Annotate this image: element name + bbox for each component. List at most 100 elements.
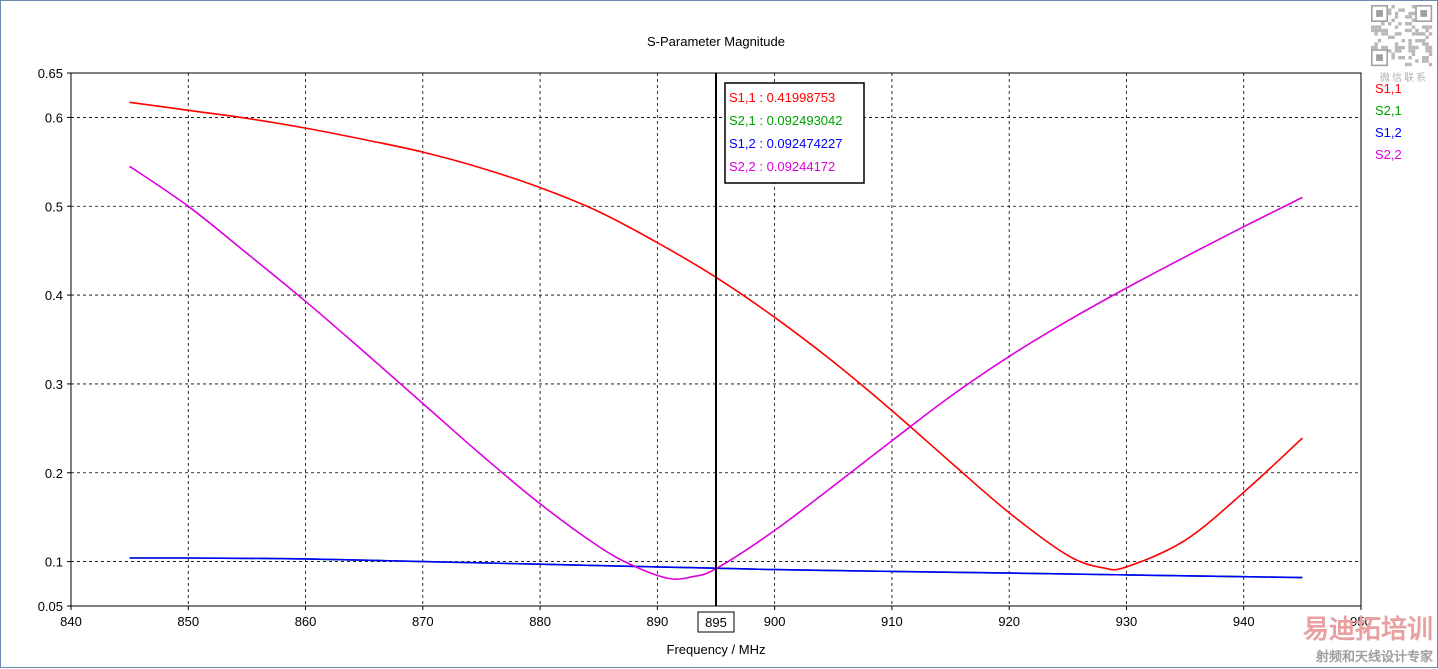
y-tick-label: 0.1 xyxy=(45,555,63,570)
qr-cell xyxy=(1398,49,1402,53)
x-tick-label: 930 xyxy=(1116,614,1138,629)
qr-cell xyxy=(1398,32,1402,36)
qr-cell xyxy=(1398,45,1402,50)
qr-cell xyxy=(1405,62,1409,67)
y-tick-label: 0.4 xyxy=(45,288,63,303)
qr-finder xyxy=(1371,49,1389,67)
qr-cell xyxy=(1418,32,1422,36)
qr-cell xyxy=(1411,45,1416,50)
qr-cell xyxy=(1425,45,1429,50)
qr-cell xyxy=(1428,62,1433,67)
qr-cell xyxy=(1422,32,1426,36)
qr-cell xyxy=(1394,32,1399,36)
x-axis-label: Frequency / MHz xyxy=(667,642,766,657)
qr-cell xyxy=(1391,35,1395,39)
qr-cell xyxy=(1381,32,1385,36)
qr-cell xyxy=(1394,49,1399,53)
x-tick-labels: 840 850 860 870 880 890 900 910 920 930 940 950 xyxy=(60,606,1372,629)
y-tick-labels: 0.05 0.1 0.2 0.3 0.4 0.5 0.6 0.65 xyxy=(38,66,71,614)
qr-cell xyxy=(1374,45,1378,50)
marker-layer[interactable]: 895 S1,1 : 0.41998753 S2,1 : 0.092493042 S1… xyxy=(697,73,865,633)
qr-cell xyxy=(1401,45,1405,50)
qr-cell xyxy=(1388,49,1392,53)
legend-entry-S2-2: S2,2 xyxy=(1375,147,1402,162)
qr-cell xyxy=(1371,28,1375,33)
qr-cell xyxy=(1415,32,1419,36)
qr-cell xyxy=(1391,18,1395,22)
qr-finder-dot xyxy=(1376,10,1383,17)
qr-cell xyxy=(1411,18,1416,22)
qr-finder-dot xyxy=(1376,54,1383,62)
qr-cell xyxy=(1422,42,1426,46)
qr-cell xyxy=(1408,11,1412,16)
qr-cell xyxy=(1428,49,1433,53)
marker-readout-box xyxy=(724,82,865,184)
qr-cell xyxy=(1401,56,1405,60)
x-tick-label: 890 xyxy=(647,614,669,629)
qr-cell xyxy=(1408,56,1412,60)
qr-cell xyxy=(1428,32,1433,36)
qr-cell xyxy=(1415,45,1419,50)
series-line-S2-2 xyxy=(129,165,1303,580)
marker-x-box xyxy=(697,611,735,633)
qr-cell xyxy=(1422,56,1426,60)
qr-cell xyxy=(1425,28,1429,33)
qr-cell xyxy=(1428,52,1433,56)
marker-readout-S1-1: S1,1 : 0.41998753 xyxy=(729,90,835,105)
qr-cell xyxy=(1422,59,1426,63)
qr-cell xyxy=(1401,8,1405,12)
qr-cell xyxy=(1415,39,1419,43)
qr-cell xyxy=(1405,15,1409,19)
qr-cell xyxy=(1408,39,1412,43)
qr-cell xyxy=(1398,56,1402,60)
qr-cell xyxy=(1408,15,1412,19)
watermark-brand: 易迪拓培训 xyxy=(1303,615,1433,645)
qr-cell xyxy=(1408,49,1412,53)
marker-readout-S2-2: S2,2 : 0.09244172 xyxy=(729,159,835,174)
qr-cell xyxy=(1374,25,1378,29)
qr-cell xyxy=(1391,52,1395,56)
x-tick-label: 840 xyxy=(60,614,82,629)
qr-cell xyxy=(1388,35,1392,39)
marker-readout-S1-2: S1,2 : 0.092474227 xyxy=(729,136,843,151)
qr-cell xyxy=(1422,25,1426,29)
qr-cell xyxy=(1411,32,1416,36)
qr-cell xyxy=(1411,5,1416,9)
x-tick-label: 920 xyxy=(998,614,1020,629)
qr-cell xyxy=(1428,45,1433,50)
qr-cell xyxy=(1415,59,1419,63)
qr-cell xyxy=(1374,42,1378,46)
qr-cell xyxy=(1408,28,1412,33)
qr-cell xyxy=(1418,39,1422,43)
qr-finder xyxy=(1371,5,1389,22)
qr-cell xyxy=(1405,22,1409,26)
watermark-tagline: 射频和天线设计专家 xyxy=(1315,649,1434,665)
y-tick-label: 0.3 xyxy=(45,377,63,392)
qr-cell xyxy=(1425,59,1429,63)
qr-cell xyxy=(1405,28,1409,33)
qr-cell xyxy=(1411,11,1416,16)
qr-cell xyxy=(1384,28,1388,33)
qr-cell xyxy=(1391,56,1395,60)
qr-finder xyxy=(1415,5,1433,22)
chart-title: S-Parameter Magnitude xyxy=(647,34,785,49)
x-tick-label: 950 xyxy=(1350,614,1372,629)
qr-cell xyxy=(1425,56,1429,60)
qr-cell xyxy=(1394,45,1399,50)
x-tick-label: 860 xyxy=(295,614,317,629)
x-tick-label: 940 xyxy=(1233,614,1255,629)
qr-cell xyxy=(1428,25,1433,29)
qr-cell xyxy=(1371,25,1375,29)
qr-cell xyxy=(1374,28,1378,33)
qr-cell xyxy=(1388,22,1392,26)
watermark-qr-caption: 微信联系 xyxy=(1380,71,1428,84)
qr-cell xyxy=(1394,11,1399,16)
qr-cell xyxy=(1374,32,1378,36)
qr-cell xyxy=(1394,42,1399,46)
qr-cell xyxy=(1388,8,1392,12)
qr-cell xyxy=(1398,22,1402,26)
qr-cell xyxy=(1411,52,1416,56)
marker-x-label: 895 xyxy=(705,615,727,630)
qr-cell xyxy=(1377,25,1382,29)
